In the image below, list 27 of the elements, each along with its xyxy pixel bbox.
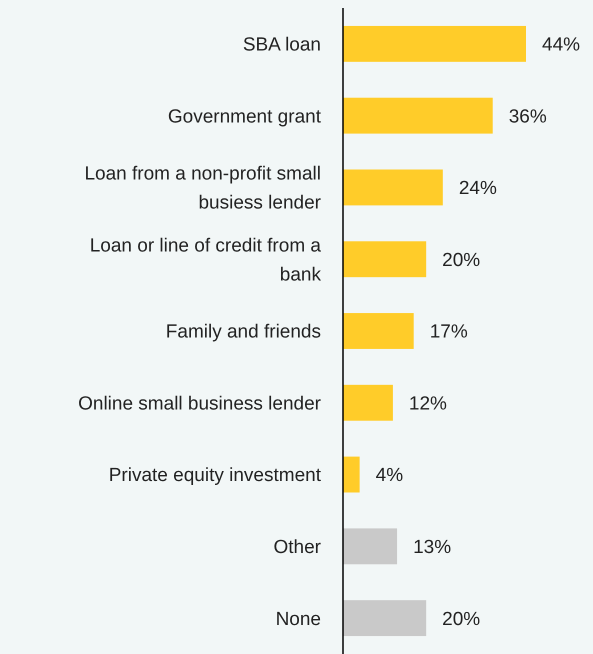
data-label: 12%	[408, 393, 448, 414]
data-label: 17%	[430, 322, 468, 343]
data-label: 20%	[442, 250, 480, 271]
y-tick-label: Private equity investment	[108, 465, 322, 486]
bar	[343, 313, 414, 349]
data-label: 44%	[542, 34, 580, 56]
data-label: 4%	[376, 465, 404, 486]
bar	[343, 600, 426, 636]
y-tick-label: Government grant	[168, 106, 322, 128]
bar	[343, 384, 393, 421]
y-tick-label: Online small business lender	[78, 393, 322, 414]
bar	[343, 528, 398, 564]
data-label: 24%	[458, 178, 497, 200]
bar	[343, 241, 426, 278]
bar	[343, 26, 526, 62]
bar	[343, 456, 360, 492]
y-tick-label: None	[276, 608, 321, 630]
data-label: 13%	[413, 536, 452, 558]
y-tick-label: SBA loan	[242, 34, 321, 56]
data-label: 20%	[442, 608, 480, 630]
y-tick-label: Loan from a non-profit small busiess lender	[84, 164, 322, 214]
data-label: 36%	[508, 106, 547, 128]
y-tick-label: Loan or line of credit from a bank	[90, 235, 322, 286]
bar	[343, 170, 443, 206]
y-tick-label: Other	[273, 536, 322, 558]
y-tick-label: Family and friends	[166, 322, 321, 343]
bar	[343, 98, 493, 134]
